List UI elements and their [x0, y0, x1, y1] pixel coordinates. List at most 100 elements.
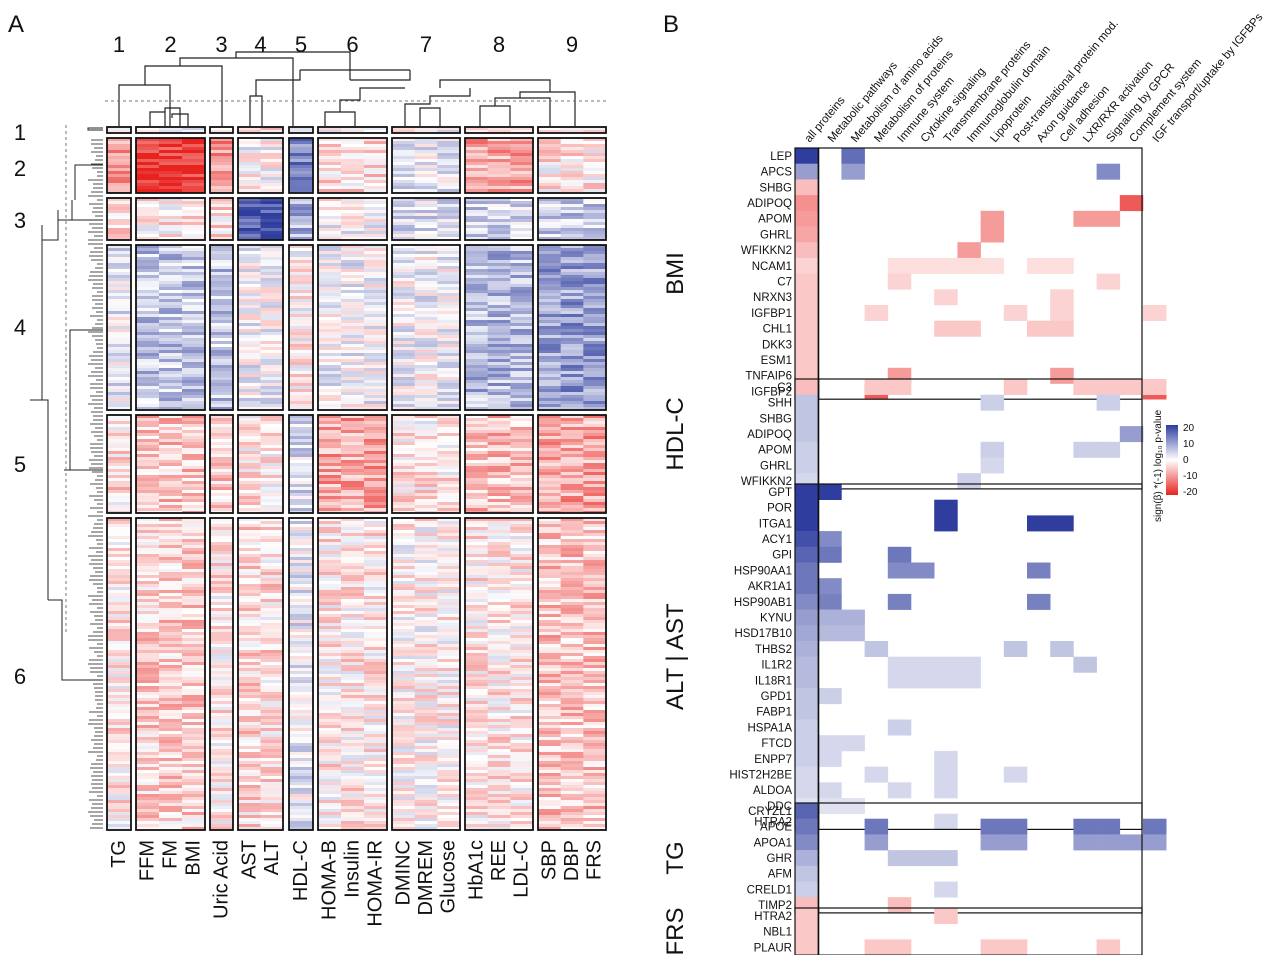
- variable-label: HOMA-B: [319, 840, 341, 920]
- gene-label: PLAUR: [754, 942, 792, 954]
- color-legend: 20 10 0 -10 -20 sign(β) *(-1) log₁₀ p-value: [1153, 409, 1198, 522]
- gene-label: TNFAIP6: [745, 371, 792, 383]
- enrichment-cell: [795, 394, 819, 411]
- enrichment-cell: [934, 320, 958, 337]
- enrichment-cell: [795, 531, 819, 548]
- enrichment-cell: [795, 352, 819, 369]
- heatmap-block: [107, 518, 132, 831]
- enrichment-cell: [887, 593, 912, 610]
- heatmap-block-border: [135, 126, 206, 134]
- gene-label: CHL1: [763, 324, 792, 336]
- enrichment-cell: [818, 546, 842, 563]
- row-dendrogram: [30, 127, 103, 829]
- enrichment-cell: [934, 656, 958, 673]
- heatmap-block-border: [209, 414, 234, 514]
- enrichment-cell: [864, 818, 889, 835]
- enrichment-cell: [934, 499, 958, 516]
- enrichment-cell: [795, 750, 819, 767]
- heatmap-block-border: [464, 414, 534, 514]
- column-dendrogram: [118, 51, 576, 126]
- legend-tick: 10: [1183, 439, 1195, 450]
- enrichment-cell: [887, 562, 912, 579]
- enrichment-cell: [795, 803, 819, 819]
- heatmap-block-border: [391, 414, 461, 514]
- column-cluster-number: 8: [493, 32, 505, 57]
- heatmap-block-border: [209, 137, 234, 194]
- group-label: BMI: [662, 252, 689, 295]
- enrichment-cell: [934, 881, 958, 898]
- gene-label: FTCD: [761, 738, 792, 750]
- heatmap-block-border: [464, 126, 534, 134]
- enrichment-cell: [1027, 257, 1051, 274]
- enrichment-cell: [795, 379, 819, 395]
- enrichment-cell: [957, 320, 981, 337]
- gene-label: HSD17B10: [734, 628, 792, 640]
- enrichment-cell: [887, 782, 912, 799]
- enrichment-cell: [795, 148, 819, 164]
- gene-label: APOA1: [754, 837, 792, 849]
- enrichment-cell: [1003, 939, 1028, 955]
- enrichment-cell: [887, 546, 912, 563]
- heatmap-block: [136, 415, 206, 514]
- heatmap-block-border: [237, 414, 284, 514]
- legend-tick: -10: [1183, 471, 1198, 482]
- enrichment-cell: [934, 782, 958, 799]
- enrichment-cell: [841, 798, 865, 814]
- enrichment-cell: [911, 257, 935, 274]
- column-cluster-number: 7: [420, 32, 432, 57]
- gene-label: C7: [777, 277, 792, 289]
- heatmap-block: [107, 415, 132, 514]
- heatmap-block: [289, 138, 314, 194]
- enrichment-cell: [795, 881, 819, 898]
- heatmap-block-border: [237, 244, 284, 411]
- enrichment-cell: [957, 672, 981, 689]
- heatmap-block: [210, 198, 234, 241]
- heatmap-block: [465, 518, 534, 831]
- heatmap-block: [538, 245, 607, 411]
- gene-label: WFIKKN2: [741, 476, 792, 488]
- variable-label: Glucose: [438, 840, 460, 913]
- heatmap-block-border: [391, 244, 461, 411]
- enrichment-cell: [1143, 834, 1167, 851]
- gene-label: GHRL: [760, 460, 793, 472]
- enrichment-cell: [1027, 593, 1051, 610]
- gene-label: HSP90AB1: [734, 597, 792, 609]
- heatmap-block-border: [106, 126, 132, 134]
- enrichment-cell: [980, 939, 1005, 955]
- row-cluster-number: 6: [14, 664, 26, 689]
- enrichment-cell: [795, 782, 819, 799]
- enrichment-cell: [911, 562, 935, 579]
- gene-label: GPI: [772, 550, 792, 562]
- enrichment-cell: [795, 766, 819, 783]
- variable-label: Insulin: [342, 840, 364, 898]
- column-cluster-number: 6: [346, 32, 358, 57]
- heatmap-block-border: [135, 197, 206, 241]
- enrichment-cell: [795, 546, 819, 563]
- enrichment-cell: [795, 426, 819, 443]
- variable-label: DBP: [561, 840, 583, 881]
- enrichment-group: CRYZL1 APOE APOA1 GHR AFM CRELD1 TIMP2 TG: [662, 802, 1167, 914]
- gene-label: GPD1: [761, 691, 792, 703]
- heatmap-block-border: [135, 414, 206, 514]
- enrichment-cell: [887, 850, 912, 867]
- enrichment-cell: [864, 641, 889, 657]
- heatmap-block: [465, 245, 534, 411]
- heatmap-block: [392, 198, 461, 241]
- enrichment-cell: [795, 578, 819, 595]
- heatmap-block-border: [237, 126, 284, 134]
- column-cluster-number: 5: [295, 32, 307, 57]
- heatmap-block: [538, 138, 607, 194]
- gene-label: TIMP2: [758, 900, 792, 912]
- enrichment-cell: [911, 656, 935, 673]
- enrichment-cell: [1119, 379, 1144, 395]
- column-cluster-number: 4: [254, 32, 266, 57]
- enrichment-cell: [887, 939, 912, 955]
- gene-label: FABP1: [756, 707, 792, 719]
- enrichment-cell: [795, 273, 819, 290]
- heatmap-block: [136, 245, 206, 411]
- group-label: TG: [662, 841, 689, 874]
- enrichment-cell: [795, 410, 819, 427]
- gene-label: POR: [767, 503, 792, 515]
- enrichment-cell: [887, 897, 912, 914]
